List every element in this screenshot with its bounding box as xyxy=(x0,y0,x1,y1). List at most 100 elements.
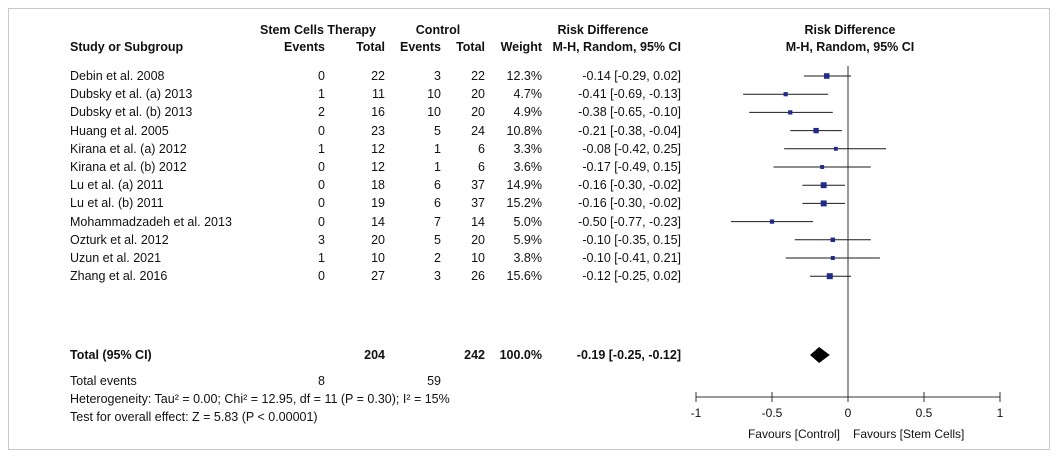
overall-effect-text: Test for overall effect: Z = 5.83 (P < 0… xyxy=(70,410,318,424)
study-ctl-events-cell: 10 xyxy=(427,105,441,120)
study-ctl-total-cell: 14 xyxy=(471,214,485,229)
study-ci-text-cell: -0.21 [-0.38, -0.04] xyxy=(578,123,681,138)
study-exp-total-cell: 11 xyxy=(372,87,385,102)
study-point-estimate xyxy=(820,200,827,207)
study-weight-cell: 4.9% xyxy=(513,105,543,120)
study-weight-cell: 14.9% xyxy=(506,178,542,193)
total-weight: 100.0% xyxy=(499,348,542,362)
study-name-cell: Dubsky et al. (a) 2013 xyxy=(70,87,193,102)
ctl-events-header: Events xyxy=(400,40,441,54)
exp-events-header: Events xyxy=(284,40,325,54)
study-point-estimate xyxy=(830,237,836,243)
ctl-total-header: Total xyxy=(456,40,485,54)
study-exp-events-cell: 1 xyxy=(318,251,325,265)
study-ci-text-cell: -0.41 [-0.69, -0.13] xyxy=(578,87,681,102)
study-point-estimate xyxy=(823,73,830,79)
study-weight-cell: 4.7% xyxy=(513,87,543,102)
total-exp-total: 204 xyxy=(364,348,385,362)
study-ctl-total-cell: 24 xyxy=(471,123,485,138)
total-exp-events: 8 xyxy=(318,374,325,388)
effect-stat-header: Risk Difference xyxy=(557,23,649,37)
study-weight-cell: 15.6% xyxy=(506,269,542,284)
study-ci-text-cell: -0.14 [-0.29, 0.02] xyxy=(582,69,681,83)
total-events-label: Total events xyxy=(70,374,137,388)
study-exp-total-cell: 16 xyxy=(371,105,385,120)
study-weight-cell: 10.8% xyxy=(506,123,542,138)
x-tick-label: -1 xyxy=(690,406,702,420)
x-tick-label: 1 xyxy=(996,406,1004,420)
x-tick-label: 0.5 xyxy=(915,406,933,420)
total-ctl-events: 59 xyxy=(427,374,441,388)
study-point-estimate xyxy=(813,127,819,134)
study-ctl-total-cell: 10 xyxy=(471,251,485,265)
study-name-cell: Lu et al. (b) 2011 xyxy=(70,196,164,211)
experimental-group-header: Stem Cells Therapy xyxy=(259,23,376,37)
study-exp-total-cell: 14 xyxy=(371,214,385,229)
study-ctl-events-cell: 1 xyxy=(434,160,441,174)
study-point-estimate xyxy=(830,256,835,260)
study-weight-cell: 3.3% xyxy=(513,141,543,156)
study-exp-total-cell: 23 xyxy=(371,123,385,138)
study-ctl-events-cell: 5 xyxy=(434,232,441,247)
favours-stem-cells-label: Favours [Stem Cells] xyxy=(853,427,965,441)
study-exp-events-cell: 3 xyxy=(318,232,325,247)
study-name-cell: Debin et al. 2008 xyxy=(70,69,165,83)
study-point-estimate xyxy=(788,110,793,115)
study-ci-text-cell: -0.10 [-0.35, 0.15] xyxy=(582,232,681,247)
study-exp-events-cell: 0 xyxy=(318,196,325,211)
study-ctl-events-cell: 1 xyxy=(434,141,441,156)
study-name-cell: Lu et al. (a) 2011 xyxy=(70,178,164,193)
study-point-estimate xyxy=(833,146,838,151)
study-ci-text-cell: -0.08 [-0.42, 0.25] xyxy=(582,141,681,156)
study-exp-total-cell: 12 xyxy=(371,141,385,156)
method-plot-header: M-H, Random, 95% CI xyxy=(785,40,915,54)
study-exp-events-cell: 0 xyxy=(318,123,325,138)
study-ctl-total-cell: 6 xyxy=(478,160,485,174)
study-ctl-events-cell: 7 xyxy=(434,214,441,229)
heterogeneity-text: Heterogeneity: Tau² = 0.00; Chi² = 12.95… xyxy=(70,392,450,406)
study-exp-total-cell: 18 xyxy=(371,178,385,193)
study-name-cell: Huang et al. 2005 xyxy=(70,123,169,138)
study-ci-text-cell: -0.16 [-0.30, -0.02] xyxy=(578,178,681,193)
study-point-estimate xyxy=(783,92,788,97)
study-ctl-total-cell: 26 xyxy=(471,269,485,284)
favours-control-label: Favours [Control] xyxy=(747,427,840,441)
pooled-estimate-diamond xyxy=(810,347,830,363)
study-ctl-events-cell: 5 xyxy=(434,123,441,138)
study-ctl-total-cell: 6 xyxy=(478,141,485,156)
study-point-estimate xyxy=(769,219,775,224)
study-ctl-total-cell: 37 xyxy=(471,196,485,211)
study-exp-total-cell: 22 xyxy=(371,69,385,83)
study-ci-text-cell: -0.17 [-0.49, 0.15] xyxy=(582,160,681,174)
study-point-estimate xyxy=(826,273,833,280)
study-ctl-total-cell: 22 xyxy=(471,69,485,83)
study-point-estimate xyxy=(820,182,827,189)
study-name-cell: Ozturk et al. 2012 xyxy=(70,232,169,247)
study-exp-total-cell: 10 xyxy=(371,251,385,265)
study-ctl-events-cell: 3 xyxy=(434,269,441,284)
total-label: Total (95% CI) xyxy=(70,348,152,362)
forest-plot-panel xyxy=(8,8,1050,450)
study-exp-total-cell: 19 xyxy=(371,196,385,211)
study-ci-text-cell: -0.38 [-0.65, -0.10] xyxy=(578,105,681,120)
study-column-header: Study or Subgroup xyxy=(70,40,184,54)
study-weight-cell: 15.2% xyxy=(506,196,542,211)
study-ci-text-cell: -0.12 [-0.25, 0.02] xyxy=(582,269,681,284)
study-name-cell: Dubsky et al. (b) 2013 xyxy=(70,105,193,120)
study-name-cell: Mohammadzadeh et al. 2013 xyxy=(70,214,232,229)
study-ctl-events-cell: 2 xyxy=(434,251,441,265)
exp-total-header: Total xyxy=(356,40,385,54)
study-weight-cell: 5.9% xyxy=(513,232,543,247)
study-ci-text-cell: -0.10 [-0.41, 0.21] xyxy=(582,251,681,265)
study-weight-cell: 3.8% xyxy=(513,251,543,265)
study-ctl-events-cell: 10 xyxy=(427,87,441,102)
study-exp-events-cell: 2 xyxy=(318,105,325,120)
study-ctl-events-cell: 6 xyxy=(434,196,441,211)
x-tick-label: 0 xyxy=(844,406,852,420)
study-name-cell: Zhang et al. 2016 xyxy=(70,269,168,284)
total-ctl-total: 242 xyxy=(464,348,485,362)
total-ci: -0.19 [-0.25, -0.12] xyxy=(576,348,681,362)
study-ctl-total-cell: 20 xyxy=(471,232,485,247)
study-ctl-total-cell: 20 xyxy=(471,87,485,102)
